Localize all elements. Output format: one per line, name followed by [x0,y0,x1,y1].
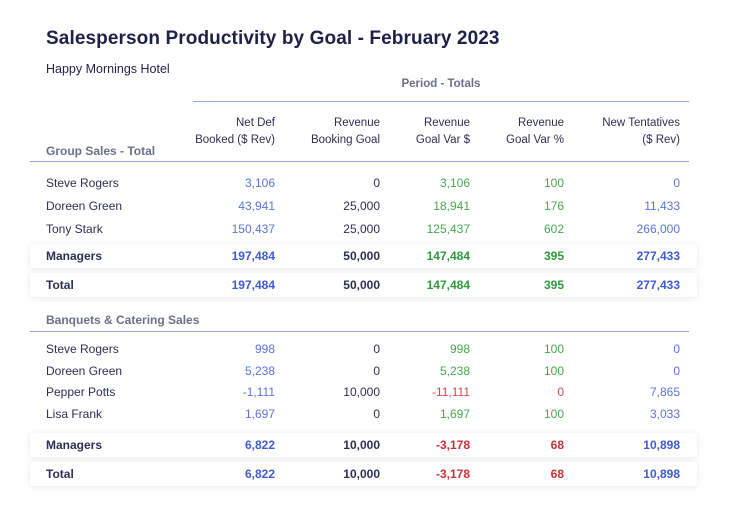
new-tentatives-cell: 7,865 [649,385,680,399]
column-header-goal-var-dollar: Revenue Goal Var $ [415,117,470,146]
goal-var-percent-cell: 100 [543,407,564,421]
new-tentatives-cell: 10,898 [643,467,680,481]
section-label-group-sales: Group Sales - Total [46,144,156,158]
net-def-cell: 197,484 [231,278,275,292]
report-title: Salesperson Productivity by Goal - Febru… [46,28,500,49]
row-name: Doreen Green [46,199,123,213]
goal-var-percent-cell: 68 [550,438,564,452]
managers-row: Managers 197,484 50,000 147,484 395 277,433 [30,244,697,268]
column-header-goal-var-percent: Revenue Goal Var % [506,117,564,146]
new-tentatives-cell: 0 [673,176,680,190]
period-header: Period - Totals [401,78,481,90]
row-name: Total [46,467,74,481]
report-subtitle: Happy Mornings Hotel [46,62,170,76]
booking-goal-cell: 0 [373,364,380,378]
goal-var-dollar-cell: 3,106 [439,176,470,190]
new-tentatives-cell: 0 [673,342,680,356]
row-name: Pepper Potts [46,385,116,399]
table-row: Steve Rogers 998 0 998 100 0 [30,338,697,360]
goal-var-percent-cell: 0 [557,385,564,399]
managers-row: Managers 6,822 10,000 -3,178 68 10,898 [30,433,697,457]
net-def-cell: 150,437 [231,222,275,236]
goal-var-dollar-cell: 1,697 [439,407,470,421]
goal-var-dollar-cell: 147,484 [426,249,470,263]
column-header-net-def: Net Def Booked ($ Rev) [195,117,275,146]
net-def-cell: 6,822 [244,438,275,452]
row-name: Managers [46,249,103,263]
booking-goal-cell: 0 [373,176,380,190]
column-header-new-tentatives: New Tentatives ($ Rev) [602,117,680,146]
new-tentatives-cell: 277,433 [636,249,680,263]
net-def-cell: 43,941 [238,199,275,213]
row-name: Managers [46,438,103,452]
net-def-cell: 3,106 [244,176,275,190]
new-tentatives-cell: 10,898 [643,438,680,452]
net-def-cell: 197,484 [231,249,275,263]
section-divider [30,331,689,332]
table-row: Doreen Green 43,941 25,000 18,941 176 11,433 [30,195,697,217]
booking-goal-cell: 0 [373,407,380,421]
goal-var-percent-cell: 68 [550,467,564,481]
section-divider [30,161,689,162]
goal-var-percent-cell: 100 [543,342,564,356]
goal-var-dollar-cell: 18,941 [433,199,470,213]
goal-var-percent-cell: 100 [543,364,564,378]
row-name: Tony Stark [46,222,103,236]
booking-goal-cell: 50,000 [343,278,380,292]
row-name: Lisa Frank [46,407,103,421]
goal-var-dollar-cell: 998 [449,342,470,356]
new-tentatives-cell: 0 [673,364,680,378]
net-def-cell: 5,238 [244,364,275,378]
table-row: Steve Rogers 3,106 0 3,106 100 0 [30,172,697,194]
new-tentatives-cell: 266,000 [636,222,680,236]
net-def-cell: 1,697 [244,407,275,421]
row-name: Steve Rogers [46,176,119,190]
row-name: Total [46,278,74,292]
table-row: Lisa Frank 1,697 0 1,697 100 3,033 [30,403,697,425]
total-row: Total 6,822 10,000 -3,178 68 10,898 [30,462,697,486]
table-row: Pepper Potts -1,111 10,000 -11,111 0 7,865 [30,381,697,403]
table-row: Doreen Green 5,238 0 5,238 100 0 [30,360,697,382]
booking-goal-cell: 25,000 [343,222,380,236]
booking-goal-cell: 0 [373,342,380,356]
goal-var-percent-cell: 395 [543,278,564,292]
total-row: Total 197,484 50,000 147,484 395 277,433 [30,273,697,297]
booking-goal-cell: 10,000 [343,385,380,399]
goal-var-dollar-cell: 125,437 [426,222,470,236]
table-row: Tony Stark 150,437 25,000 125,437 602 266,000 [30,218,697,240]
booking-goal-cell: 10,000 [343,467,380,481]
goal-var-percent-cell: 100 [543,176,564,190]
booking-goal-cell: 25,000 [343,199,380,213]
column-header-booking-goal: Revenue Booking Goal [310,117,380,146]
period-divider [193,101,689,102]
booking-goal-cell: 10,000 [343,438,380,452]
goal-var-percent-cell: 395 [543,249,564,263]
net-def-cell: 6,822 [244,467,275,481]
goal-var-dollar-cell: -3,178 [435,438,470,452]
goal-var-dollar-cell: -11,111 [431,385,470,399]
new-tentatives-cell: 277,433 [636,278,680,292]
new-tentatives-cell: 11,433 [644,199,680,213]
goal-var-dollar-cell: -3,178 [435,467,470,481]
goal-var-dollar-cell: 5,238 [439,364,470,378]
row-name: Doreen Green [46,364,123,378]
new-tentatives-cell: 3,033 [649,407,680,421]
goal-var-dollar-cell: 147,484 [426,278,470,292]
section-label-banquets-catering: Banquets & Catering Sales [46,313,200,327]
net-def-cell: -1,111 [242,385,275,399]
net-def-cell: 998 [254,342,275,356]
goal-var-percent-cell: 176 [543,199,564,213]
row-name: Steve Rogers [46,342,119,356]
goal-var-percent-cell: 602 [543,222,564,236]
booking-goal-cell: 50,000 [343,249,380,263]
